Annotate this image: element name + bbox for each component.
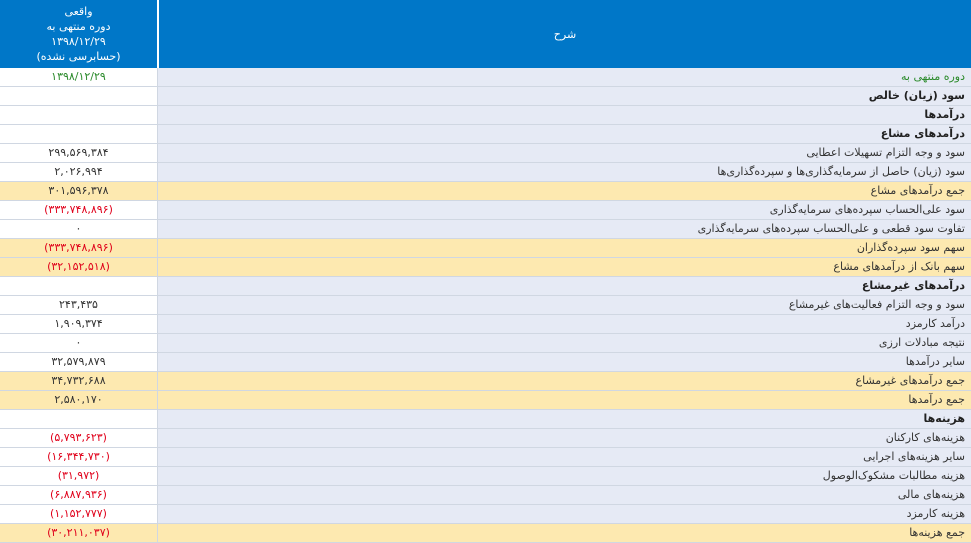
table-row: ۳۴,۷۳۲,۶۸۸ جمع درآمدهای غیرمشاع — [0, 372, 971, 391]
row-value: ۲,۵۸۰,۱۷۰ — [0, 391, 158, 409]
table-row: ۰ تفاوت سود قطعی و علی‌الحساب سپرده‌های س… — [0, 220, 971, 239]
row-label: سود علی‌الحساب سپرده‌های سرمایه‌گذاری — [158, 201, 971, 219]
row-label: هزینه کارمزد — [158, 505, 971, 523]
row-value — [0, 125, 158, 143]
value-column-header: واقعی دوره منتهی به ۱۳۹۸/۱۲/۲۹ (حسابرسی … — [0, 0, 158, 68]
table-row: (۵,۷۹۳,۶۲۳) هزینه‌های کارکنان — [0, 429, 971, 448]
row-value: ۲۴۳,۴۳۵ — [0, 296, 158, 314]
row-value: ۳۲,۵۷۹,۸۷۹ — [0, 353, 158, 371]
row-label: سود و وجه التزام فعالیت‌های غیرمشاع — [158, 296, 971, 314]
row-value — [0, 277, 158, 295]
table-header: واقعی دوره منتهی به ۱۳۹۸/۱۲/۲۹ (حسابرسی … — [0, 0, 971, 68]
row-label: درآمد کارمزد — [158, 315, 971, 333]
row-value: ۰ — [0, 220, 158, 238]
row-label: جمع درآمدهای غیرمشاع — [158, 372, 971, 390]
value-header-line: (حسابرسی نشده) — [36, 50, 121, 63]
row-label: سایر هزینه‌های اجرایی — [158, 448, 971, 466]
description-column-header: شرح — [159, 0, 971, 68]
row-label: جمع درآمدها — [158, 391, 971, 409]
table-row: ۲۹۹,۵۶۹,۳۸۴ سود و وجه التزام تسهیلات اعطا… — [0, 144, 971, 163]
table-row: هزینه‌ها — [0, 410, 971, 429]
table-row: (۱,۱۵۲,۷۷۷) هزینه کارمزد — [0, 505, 971, 524]
table-row: ۲,۰۲۶,۹۹۴ سود (زیان) حاصل از سرمایه‌گذاری… — [0, 163, 971, 182]
row-label: درآمدها — [158, 106, 971, 124]
row-value — [0, 87, 158, 105]
row-value — [0, 410, 158, 428]
row-value: ۳۰۱,۵۹۶,۳۷۸ — [0, 182, 158, 200]
table-row: درآمدهای مشاع — [0, 125, 971, 144]
row-value — [0, 106, 158, 124]
row-label: هزینه‌های کارکنان — [158, 429, 971, 447]
row-label: سایر درآمدها — [158, 353, 971, 371]
row-value: ۲,۰۲۶,۹۹۴ — [0, 163, 158, 181]
row-label: درآمدهای مشاع — [158, 125, 971, 143]
table-row: ۱۳۹۸/۱۲/۲۹ دوره منتهی به — [0, 68, 971, 87]
table-row: ۲,۵۸۰,۱۷۰ جمع درآمدها — [0, 391, 971, 410]
table-body: ۱۳۹۸/۱۲/۲۹ دوره منتهی به سود (زیان) خالص در… — [0, 68, 971, 543]
table-row: (۳۱,۹۷۲) هزینه مطالبات مشکوک‌الوصول — [0, 467, 971, 486]
table-row: (۱۶,۳۴۴,۷۳۰) سایر هزینه‌های اجرایی — [0, 448, 971, 467]
table-row: ۱,۹۰۹,۳۷۴ درآمد کارمزد — [0, 315, 971, 334]
row-value: (۵,۷۹۳,۶۲۳) — [0, 429, 158, 447]
row-value: ۱,۹۰۹,۳۷۴ — [0, 315, 158, 333]
table-row: ۳۰۱,۵۹۶,۳۷۸ جمع درآمدهای مشاع — [0, 182, 971, 201]
value-header-line: دوره منتهی به — [46, 20, 111, 33]
table-row: درآمدها — [0, 106, 971, 125]
row-label: هزینه مطالبات مشکوک‌الوصول — [158, 467, 971, 485]
table-row: ۲۴۳,۴۳۵ سود و وجه التزام فعالیت‌های غیرمش… — [0, 296, 971, 315]
row-value: (۳۳۳,۷۴۸,۸۹۶) — [0, 201, 158, 219]
row-value: (۳۱,۹۷۲) — [0, 467, 158, 485]
table-row: سود (زیان) خالص — [0, 87, 971, 106]
row-value: ۰ — [0, 334, 158, 352]
row-label: سود (زیان) خالص — [158, 87, 971, 105]
value-header-line: واقعی — [64, 5, 93, 18]
table-row: (۳۰,۲۱۱,۰۳۷) جمع هزینه‌ها — [0, 524, 971, 543]
row-label: سود (زیان) حاصل از سرمایه‌گذاری‌ها و سپر… — [158, 163, 971, 181]
row-label: جمع هزینه‌ها — [158, 524, 971, 542]
row-value: (۳۲,۱۵۲,۵۱۸) — [0, 258, 158, 276]
table-row: (۳۲,۱۵۲,۵۱۸) سهم بانک از درآمدهای مشاع — [0, 258, 971, 277]
row-label: سهم سود سپرده‌گذاران — [158, 239, 971, 257]
row-label: دوره منتهی به — [158, 68, 971, 86]
row-label: سهم بانک از درآمدهای مشاع — [158, 258, 971, 276]
table-row: ۰ نتیجه مبادلات ارزی — [0, 334, 971, 353]
row-label: تفاوت سود قطعی و علی‌الحساب سپرده‌های سر… — [158, 220, 971, 238]
table-row: درآمدهای غیرمشاع — [0, 277, 971, 296]
row-value: ۳۴,۷۳۲,۶۸۸ — [0, 372, 158, 390]
row-label: هزینه‌ها — [158, 410, 971, 428]
row-label: جمع درآمدهای مشاع — [158, 182, 971, 200]
table-row: (۳۳۳,۷۴۸,۸۹۶) سهم سود سپرده‌گذاران — [0, 239, 971, 258]
row-label: هزینه‌های مالی — [158, 486, 971, 504]
row-value: ۱۳۹۸/۱۲/۲۹ — [0, 68, 158, 86]
row-label: درآمدهای غیرمشاع — [158, 277, 971, 295]
row-value: (۳۰,۲۱۱,۰۳۷) — [0, 524, 158, 542]
row-label: سود و وجه التزام تسهیلات اعطایی — [158, 144, 971, 162]
value-header-line: ۱۳۹۸/۱۲/۲۹ — [51, 35, 106, 48]
row-value: (۱,۱۵۲,۷۷۷) — [0, 505, 158, 523]
row-value: (۶,۸۸۷,۹۳۶) — [0, 486, 158, 504]
table-row: (۶,۸۸۷,۹۳۶) هزینه‌های مالی — [0, 486, 971, 505]
row-value: (۳۳۳,۷۴۸,۸۹۶) — [0, 239, 158, 257]
row-label: نتیجه مبادلات ارزی — [158, 334, 971, 352]
table-row: (۳۳۳,۷۴۸,۸۹۶) سود علی‌الحساب سپرده‌های سر… — [0, 201, 971, 220]
table-row: ۳۲,۵۷۹,۸۷۹ سایر درآمدها — [0, 353, 971, 372]
row-value: (۱۶,۳۴۴,۷۳۰) — [0, 448, 158, 466]
row-value: ۲۹۹,۵۶۹,۳۸۴ — [0, 144, 158, 162]
